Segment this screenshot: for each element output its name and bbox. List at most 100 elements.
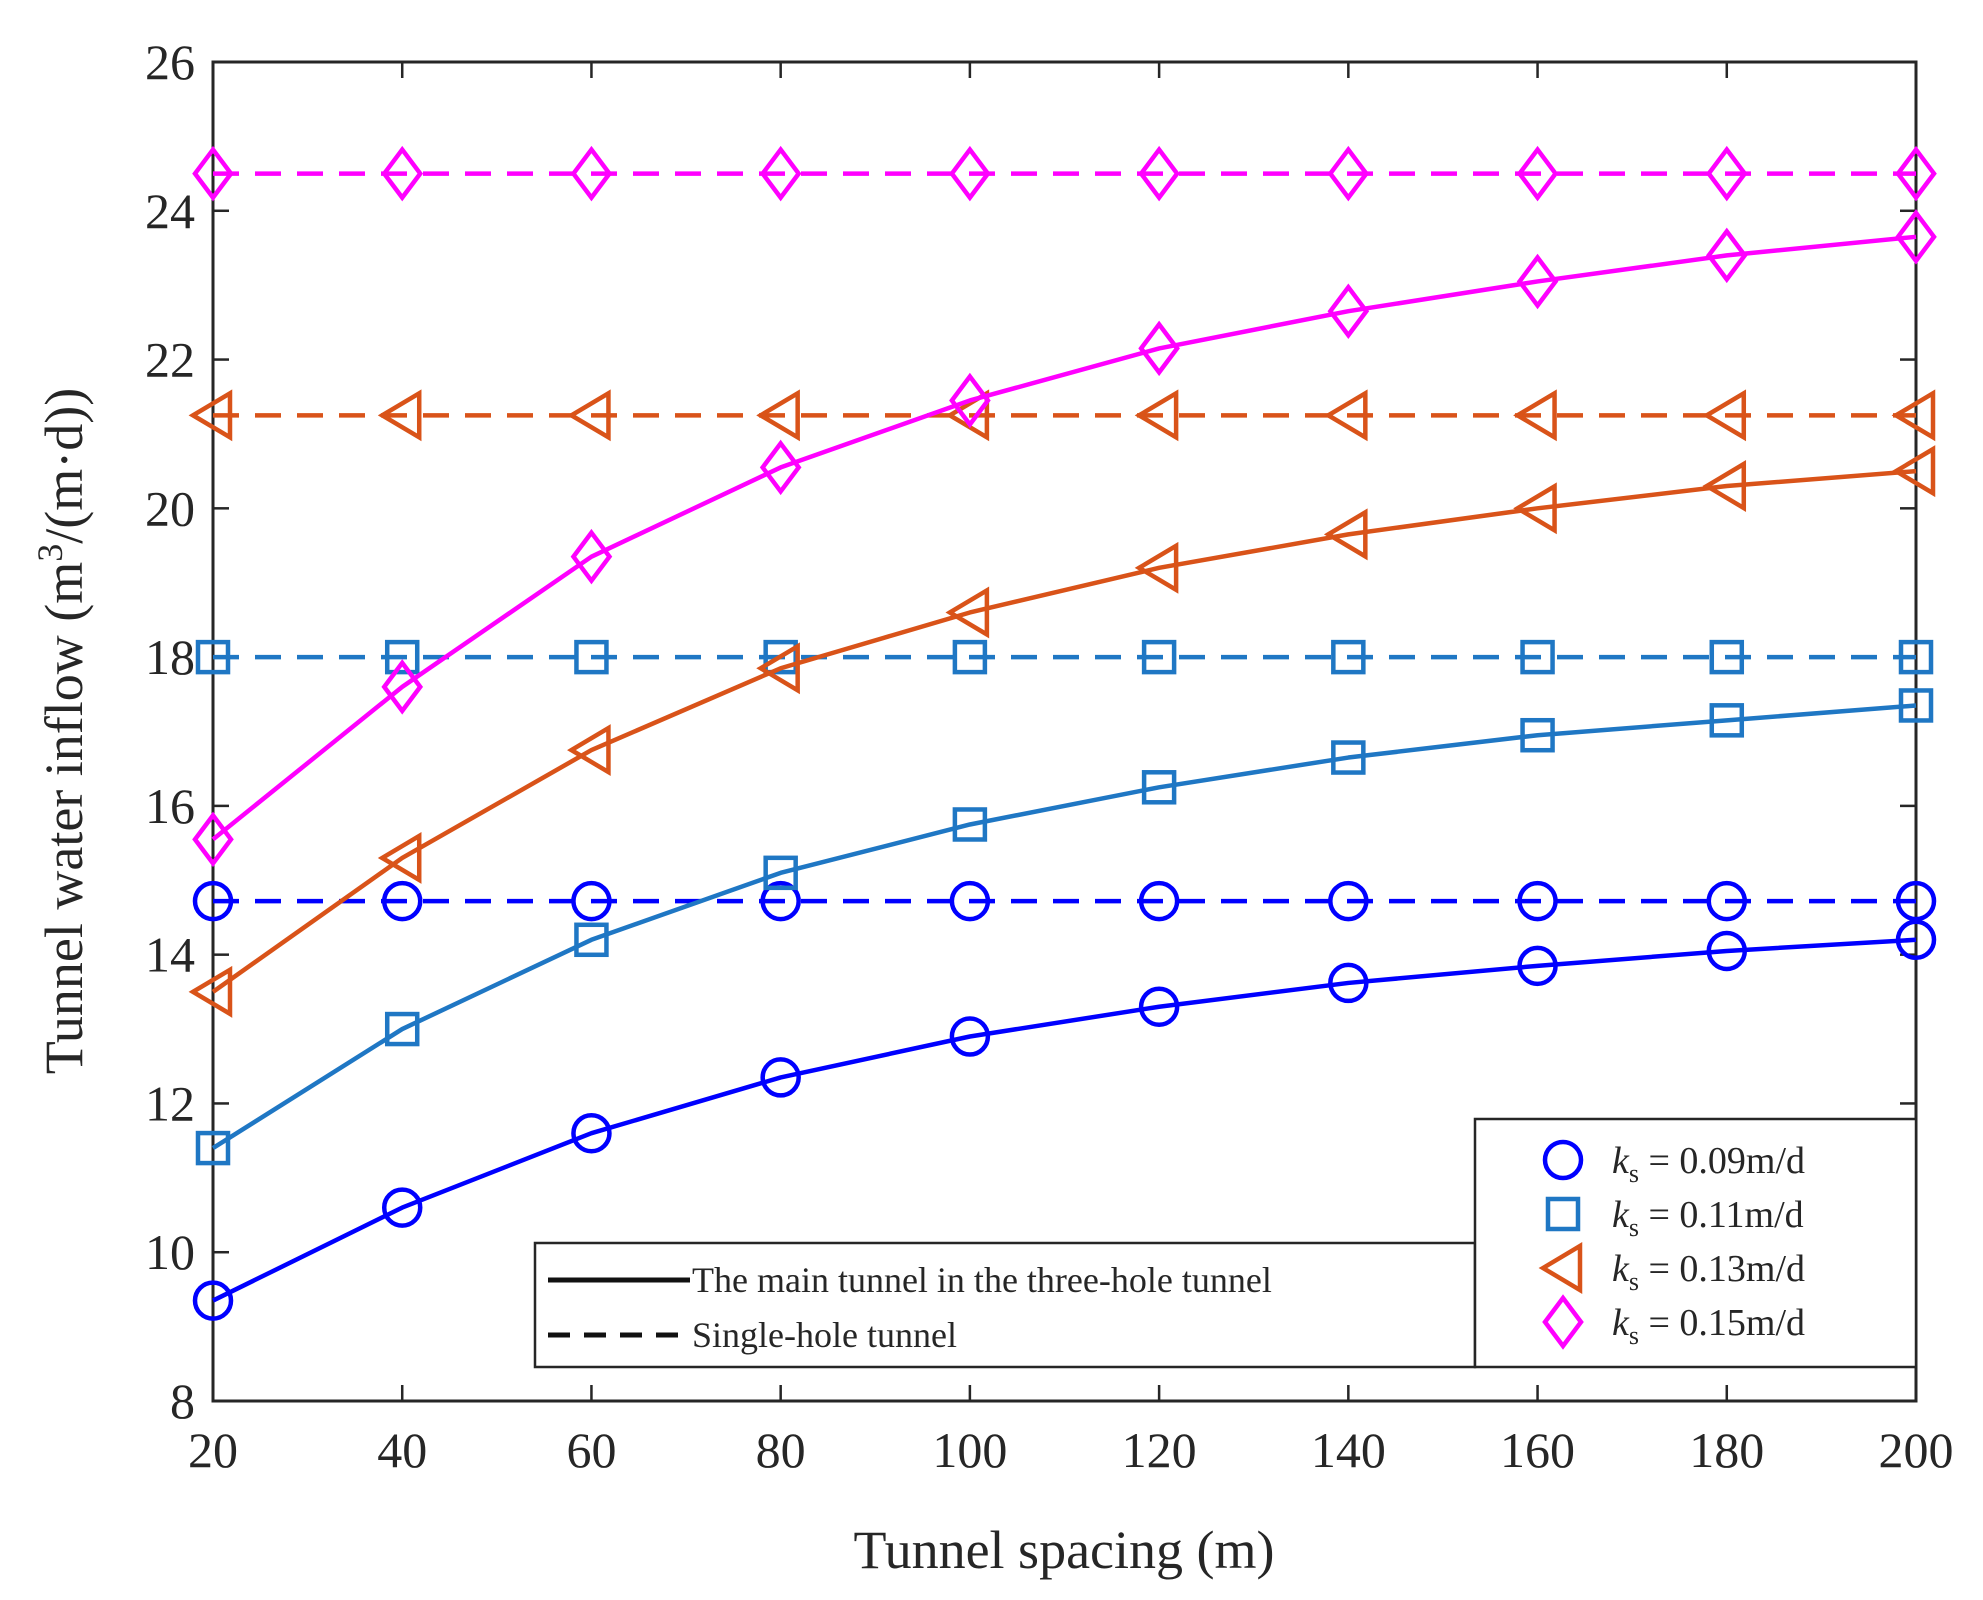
main-tunnel-point	[571, 1112, 612, 1154]
legend-label-k: k	[1612, 1194, 1630, 1236]
line-style-legend: The main tunnel in the three-hole tunnel…	[533, 1241, 1477, 1369]
main-tunnel-point	[1141, 770, 1177, 805]
single-hole-point	[1323, 389, 1368, 442]
single-hole-point	[1138, 880, 1180, 922]
single-hole-point	[1520, 639, 1555, 675]
main-tunnel-point	[756, 642, 800, 695]
single-hole-point	[1895, 880, 1937, 922]
single-hole-point	[1895, 145, 1937, 202]
legend-label-value: = 0.13m/d	[1639, 1248, 1805, 1290]
legend-label-sub: s	[1629, 1267, 1639, 1296]
single-hole-point	[574, 639, 609, 675]
x-tick-label: 160	[1500, 1422, 1575, 1478]
main-tunnel-point	[760, 1057, 801, 1098]
main-tunnel-point	[1705, 227, 1748, 284]
main-tunnel-point	[192, 1280, 234, 1321]
single-hole-point	[192, 880, 234, 922]
single-hole-point	[760, 880, 801, 922]
single-hole-point	[1709, 639, 1745, 675]
x-axis-ticks: 20 40 60 80 100 120 140 160 180 200	[188, 62, 1954, 1478]
single-hole-point	[1702, 389, 1747, 442]
single-hole-point	[952, 639, 988, 675]
single-hole-point	[1327, 145, 1370, 202]
single-hole-point	[949, 880, 991, 922]
main-tunnel-point	[567, 724, 611, 777]
legend-dashed-line-label: Single-hole tunnel	[692, 1315, 957, 1355]
series-layer	[188, 145, 1937, 1321]
main-tunnel-point	[949, 1016, 991, 1057]
single-hole-point	[945, 389, 990, 442]
single-hole-point	[756, 389, 800, 442]
main-tunnel-point	[381, 659, 424, 715]
single-hole-point	[570, 145, 613, 202]
y-tick-label: 12	[145, 1075, 195, 1131]
series-3	[188, 389, 1936, 1018]
main-tunnel-point	[381, 1187, 423, 1228]
main-tunnel-point	[1520, 717, 1555, 753]
main-tunnel-point	[1138, 320, 1180, 377]
single-hole-point	[571, 880, 612, 922]
x-tick-label: 20	[188, 1422, 238, 1478]
single-hole-point	[1331, 639, 1366, 675]
single-hole-point	[381, 880, 423, 922]
legend-marker-4	[1542, 1294, 1584, 1350]
x-tick-label: 100	[932, 1422, 1007, 1478]
single-hole-point	[377, 389, 422, 442]
single-hole-point	[1706, 880, 1748, 922]
single-hole-point	[1891, 389, 1936, 442]
single-hole-point	[1705, 145, 1748, 202]
legend-label-sub: s	[1629, 1321, 1639, 1350]
main-tunnel-point	[188, 965, 233, 1018]
legend-label-3: ks = 0.13m/d	[1612, 1248, 1805, 1296]
single-hole-point	[195, 639, 231, 675]
main-tunnel-point	[1517, 945, 1558, 987]
main-tunnel-line	[211, 234, 1917, 842]
main-tunnel-point	[377, 832, 422, 884]
legend-label-k: k	[1612, 1248, 1630, 1290]
single-hole-point	[1328, 880, 1369, 922]
legend-marker-3	[1538, 1242, 1583, 1294]
single-hole-point	[1513, 389, 1557, 442]
x-tick-label: 140	[1311, 1422, 1386, 1478]
y-tick-label: 16	[145, 778, 195, 834]
main-tunnel-point	[1895, 209, 1937, 265]
y-axis-ticks: 8 10 12 14 16 18 20 22 24 26	[145, 34, 1916, 1429]
series-legend: ks = 0.09m/dks = 0.11m/dks = 0.13m/dks =…	[1473, 1117, 1918, 1369]
y-tick-label: 8	[170, 1373, 195, 1429]
series-1	[192, 880, 1937, 1321]
x-axis-label: Tunnel spacing (m)	[854, 1520, 1275, 1580]
main-tunnel-point	[952, 807, 988, 842]
main-tunnel-point	[1706, 930, 1748, 972]
y-axis-label: Tunnel water inflow (m3/(m·d))	[30, 388, 94, 1074]
legend-label-sub: s	[1629, 1213, 1639, 1242]
main-tunnel-point	[1895, 919, 1937, 961]
x-tick-label: 120	[1122, 1422, 1197, 1478]
main-tunnel-point	[1331, 740, 1366, 775]
main-tunnel-point	[570, 528, 613, 585]
single-hole-point	[1134, 389, 1179, 442]
x-tick-label: 40	[377, 1422, 427, 1478]
single-hole-point	[384, 639, 420, 675]
main-tunnel-point	[195, 1130, 231, 1166]
axes-frame	[211, 60, 1918, 1403]
main-tunnel-line	[211, 468, 1917, 994]
x-tick-label: 200	[1879, 1422, 1954, 1478]
single-hole-point	[1898, 639, 1934, 675]
main-tunnel-point	[1513, 482, 1557, 535]
legend-marker-2	[1545, 1196, 1581, 1232]
single-hole-point	[1141, 639, 1177, 675]
y-tick-label: 14	[145, 927, 195, 983]
single-hole-point	[1517, 880, 1558, 922]
main-tunnel-point	[1327, 283, 1370, 339]
main-tunnel-point	[574, 922, 609, 958]
main-tunnel-point	[1891, 445, 1936, 498]
main-tunnel-point	[1323, 508, 1368, 561]
y-axis-label-prefix: Tunnel water inflow (m	[34, 562, 94, 1074]
main-tunnel-point	[1134, 541, 1179, 594]
plot-area: 20 40 60 80 100 120 140 160 180 200 8101214161820…	[145, 34, 1954, 1478]
main-tunnel-point	[1516, 253, 1559, 310]
x-tick-label: 180	[1689, 1422, 1764, 1478]
legend-label-1: ks = 0.09m/d	[1612, 1140, 1805, 1188]
legend-label-4: ks = 0.15m/d	[1612, 1302, 1805, 1350]
